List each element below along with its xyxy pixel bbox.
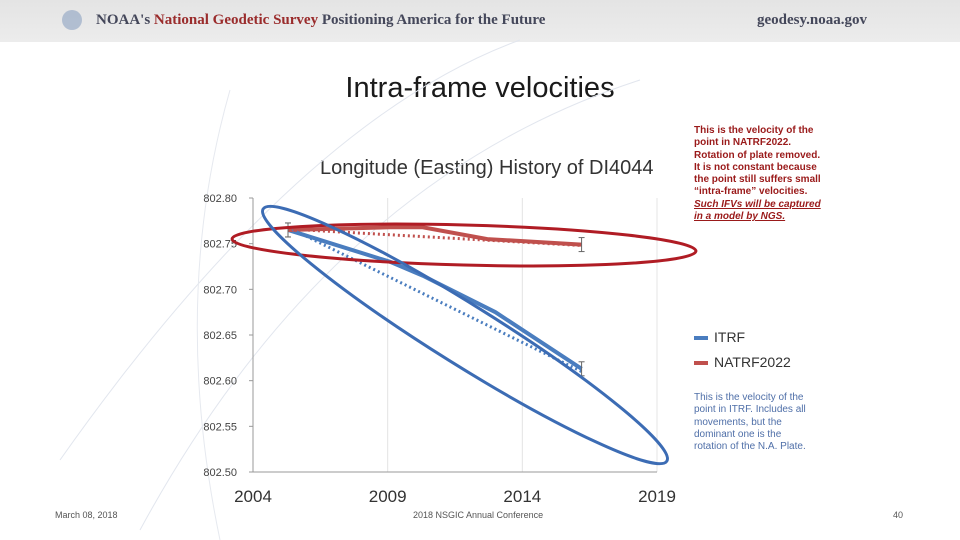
- x-tick-label: 2009: [369, 487, 407, 506]
- legend-swatch-itrf: [694, 336, 708, 341]
- legend-item-itrf: ITRF: [694, 329, 745, 345]
- natrf-note-line: It is not constant because: [694, 161, 817, 173]
- y-tick-label: 802.65: [203, 330, 237, 342]
- x-tick-label: 2019: [638, 487, 676, 506]
- x-tick-label: 2004: [234, 487, 272, 506]
- header-bar: NOAA's National Geodetic Survey Position…: [0, 0, 960, 42]
- y-tick-label: 802.80: [203, 193, 237, 205]
- footer-page-number: 40: [893, 510, 904, 520]
- itrf-note-line: dominant one is the: [694, 428, 782, 440]
- header-prefix: NOAA's: [96, 12, 151, 28]
- natrf-highlight-ellipse: [230, 222, 698, 268]
- slide-title: Intra-frame velocities: [345, 72, 615, 104]
- natrf-note-underlined-line: in a model by NGS.: [694, 211, 786, 223]
- itrf-note-line: movements, but the: [694, 416, 782, 428]
- natrf-note-line: the point still suffers small: [694, 174, 821, 186]
- y-tick-label: 802.75: [203, 239, 237, 251]
- itrf-note-line: point in ITRF. Includes all: [694, 404, 806, 416]
- itrf-highlight-ellipse: [261, 204, 669, 466]
- y-tick-label: 802.60: [203, 376, 237, 388]
- header-tagline: Positioning America for the Future: [321, 12, 546, 28]
- footer-date: March 08, 2018: [55, 510, 118, 520]
- itrf-note-line: rotation of the N.A. Plate.: [694, 441, 806, 453]
- header-title: NOAA's National Geodetic Survey Position…: [96, 12, 545, 29]
- itrf-note-line: This is the velocity of the: [694, 392, 804, 403]
- background-arc: [196, 89, 231, 540]
- natrf-note-line: “intra-frame” velocities.: [694, 186, 808, 198]
- footer-conference: 2018 NSGIC Annual Conference: [413, 510, 544, 520]
- header-agency: National Geodetic Survey: [153, 12, 319, 28]
- natrf-note-underlined-line: Such IFVs will be captured: [694, 198, 821, 210]
- background-arc: [139, 79, 641, 531]
- natrf-note-line: Rotation of plate removed.: [694, 149, 821, 161]
- natrf-annotation: This is the velocity of the point in NATR…: [694, 125, 844, 223]
- legend-label-itrf: ITRF: [714, 329, 746, 345]
- natrf-note-line: This is the velocity of the: [694, 125, 814, 136]
- background-arc: [59, 39, 521, 461]
- natrf-note-line: point in NATRF2022.: [694, 137, 792, 149]
- y-tick-label: 802.50: [203, 467, 237, 479]
- x-tick-label: 2014: [503, 487, 541, 506]
- error-bar: [285, 222, 292, 238]
- noaa-logo-icon: [62, 10, 82, 30]
- itrf-annotation: This is the velocity of the point in ITRF…: [694, 392, 834, 453]
- chart-title: Longitude (Easting) History of DI4044: [320, 157, 654, 179]
- error-bar: [578, 237, 585, 253]
- y-tick-label: 802.55: [203, 421, 237, 433]
- legend-label-natrf: NATRF2022: [714, 354, 791, 370]
- legend-item-natrf: NATRF2022: [694, 354, 791, 370]
- legend-swatch-natrf: [694, 361, 708, 366]
- y-tick-label: 802.70: [203, 284, 237, 296]
- header-website[interactable]: geodesy.noaa.gov: [756, 12, 867, 28]
- trendline-natrf2022: [287, 227, 582, 247]
